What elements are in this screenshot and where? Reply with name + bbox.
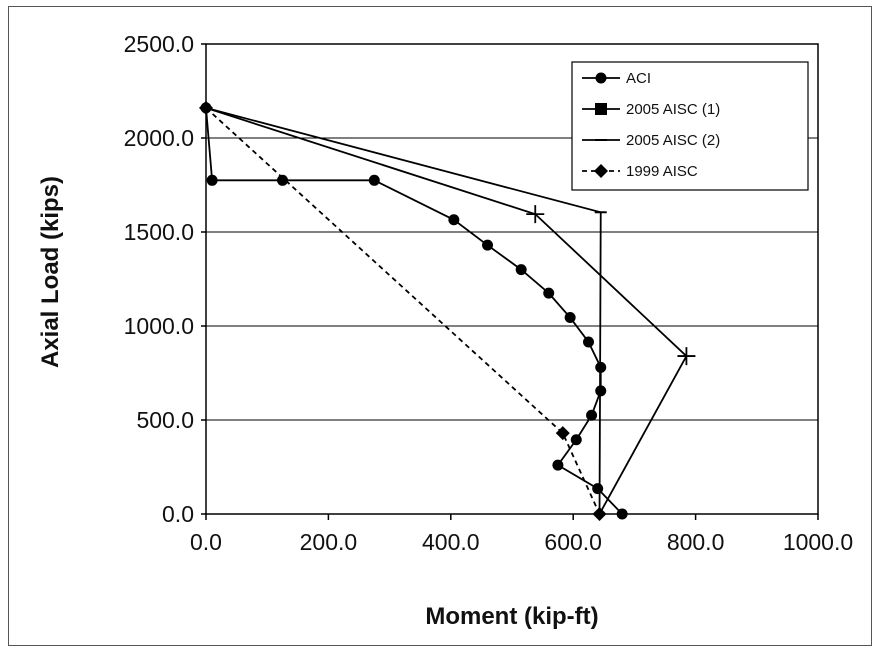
point-aisc1999-0 bbox=[199, 100, 213, 115]
legend-label-aisc2005-2: 2005 AISC (2) bbox=[626, 132, 720, 149]
legend-label-aci: ACI bbox=[626, 70, 651, 87]
series-line-aisc2005-2 bbox=[205, 107, 602, 515]
x-axis-title: Moment (kip-ft) bbox=[425, 603, 598, 630]
point-aci-1 bbox=[206, 174, 218, 186]
legend-marker-aisc2005-1 bbox=[595, 103, 607, 115]
y-tick-label-2: 1000.0 bbox=[124, 313, 194, 339]
x-tick-label-0: 0.0 bbox=[190, 529, 222, 555]
series-line-aisc2005-1 bbox=[205, 107, 688, 515]
x-tick-label-4: 800.0 bbox=[667, 529, 725, 555]
point-aci-7 bbox=[543, 287, 555, 299]
point-aci-8 bbox=[564, 312, 576, 324]
series-line-aisc1999 bbox=[205, 107, 601, 515]
point-aci-15 bbox=[592, 483, 604, 495]
series-aisc1999 bbox=[199, 100, 607, 521]
point-aci-14 bbox=[552, 459, 564, 471]
point-aci-6 bbox=[515, 264, 527, 276]
point-aci-4 bbox=[448, 214, 460, 226]
point-aci-3 bbox=[368, 174, 380, 186]
point-aci-2 bbox=[277, 174, 288, 186]
tick-labels: 0.0 500.0 1000.0 1500.0 2000.0 2500.0 0.0 200.0… bbox=[124, 31, 854, 555]
y-tick-label-5: 2500.0 bbox=[124, 31, 194, 57]
point-aci-16 bbox=[616, 508, 628, 520]
x-tick-label-1: 200.0 bbox=[300, 529, 358, 555]
point-aisc1999-1 bbox=[555, 426, 570, 441]
y-tick-label-1: 500.0 bbox=[136, 407, 194, 433]
legend-marker-aci bbox=[595, 72, 607, 84]
y-tick-label-0: 0.0 bbox=[162, 501, 194, 527]
point-aci-9 bbox=[583, 336, 594, 348]
x-tick-label-3: 600.0 bbox=[544, 529, 602, 555]
point-aci-5 bbox=[482, 239, 494, 251]
legend: ACI 2005 AISC (1) 2005 AISC (2) 1999 AISC bbox=[571, 61, 809, 191]
point-aci-13 bbox=[570, 434, 582, 446]
series-line-aci bbox=[205, 107, 623, 515]
y-tick-label-4: 2000.0 bbox=[124, 125, 194, 151]
point-aisc1999-2 bbox=[592, 507, 607, 521]
legend-item-aisc2005-2: 2005 AISC (2) bbox=[582, 132, 720, 149]
legend-box bbox=[571, 61, 809, 191]
legend-label-aisc1999: 1999 AISC bbox=[626, 163, 698, 180]
legend-label-aisc2005-1: 2005 AISC (1) bbox=[626, 101, 720, 118]
legend-marker-aisc1999 bbox=[594, 164, 608, 178]
y-axis-title: Axial Load (kips) bbox=[37, 176, 64, 368]
point-aci-12 bbox=[586, 409, 598, 421]
plot-area bbox=[199, 43, 819, 521]
point-aisc2005-1-1 bbox=[526, 205, 545, 224]
y-tick-label-3: 1500.0 bbox=[124, 219, 194, 245]
legend-item-aci: ACI bbox=[582, 70, 651, 87]
plot-border bbox=[205, 43, 819, 515]
series-aisc2005-2 bbox=[205, 107, 607, 515]
series-aci bbox=[200, 102, 628, 520]
point-aisc2005-1-2 bbox=[677, 347, 696, 366]
series-aisc2005-1 bbox=[205, 107, 696, 515]
legend-item-aisc2005-1: 2005 AISC (1) bbox=[582, 101, 720, 118]
legend-item-aisc1999: 1999 AISC bbox=[582, 163, 698, 180]
x-tick-label-5: 1000.0 bbox=[783, 529, 853, 555]
x-tick-label-2: 400.0 bbox=[422, 529, 480, 555]
